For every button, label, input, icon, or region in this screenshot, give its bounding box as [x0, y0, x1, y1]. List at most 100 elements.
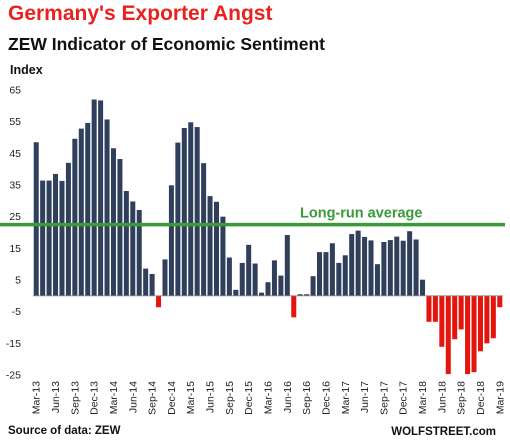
bar-oct-18	[465, 295, 471, 375]
x-tick-label-14: Sep-16	[301, 381, 313, 415]
bar-dec-17	[400, 240, 406, 296]
bar-aug-15	[220, 216, 226, 296]
bar-nov-18	[471, 295, 477, 373]
y-tick-label-7: -5	[12, 306, 21, 318]
y-tick-label-2: 45	[9, 148, 21, 160]
x-tick-label-9: Jun-15	[205, 381, 217, 413]
bar-jul-15	[213, 201, 219, 296]
bar-oct-13	[78, 128, 84, 296]
y-tick-label-0: 65	[9, 85, 21, 97]
bar-mar-13	[33, 142, 39, 296]
bar-jan-16	[252, 263, 258, 296]
bar-may-15	[201, 163, 207, 296]
bar-oct-16	[310, 276, 316, 296]
y-tick-label-1: 55	[9, 116, 21, 128]
bar-may-18	[432, 295, 438, 322]
bar-feb-17	[336, 262, 342, 296]
x-tick-label-13: Jun-16	[282, 381, 294, 413]
bar-mar-18	[420, 279, 426, 296]
bar-feb-14	[104, 119, 110, 296]
bar-apr-16	[271, 260, 277, 296]
bar-oct-17	[387, 240, 393, 296]
bar-jun-15	[207, 196, 213, 296]
bar-nov-15	[239, 262, 245, 296]
x-tick-label-24: Mar-19	[494, 381, 506, 414]
bar-mar-14	[110, 148, 116, 296]
bar-jun-17	[362, 236, 368, 296]
x-tick-label-22: Sep-18	[456, 381, 468, 415]
bar-feb-18	[413, 239, 419, 296]
x-tick-label-10: Sep-15	[224, 381, 236, 415]
bar-jun-18	[439, 295, 445, 347]
bar-may-14	[123, 191, 129, 296]
bar-aug-16	[297, 294, 303, 296]
x-tick-label-21: Jun-18	[436, 381, 448, 413]
bar-aug-18	[452, 295, 458, 340]
bar-feb-19	[490, 295, 496, 339]
bar-may-17	[355, 230, 361, 296]
bar-oct-14	[156, 295, 162, 308]
x-tick-label-3: Dec-13	[89, 381, 101, 415]
x-tick-label-19: Dec-17	[398, 381, 410, 415]
x-tick-label-0: Mar-13	[31, 381, 43, 414]
bar-sep-18	[458, 295, 464, 330]
bar-jul-17	[368, 240, 374, 296]
bar-nov-16	[317, 252, 323, 296]
bar-mar-19	[497, 295, 503, 308]
y-axis-label: Index	[10, 63, 43, 77]
x-tick-label-17: Jun-17	[359, 381, 371, 413]
source-note: Source of data: ZEW	[8, 425, 121, 437]
bars	[33, 99, 503, 375]
x-tick-label-8: Mar-15	[185, 381, 197, 414]
bar-jan-19	[484, 295, 490, 344]
x-tick-label-16: Mar-17	[340, 381, 352, 414]
bar-sep-17	[381, 242, 387, 296]
chart-subtitle: ZEW Indicator of Economic Sentiment	[8, 34, 325, 54]
bar-aug-13	[65, 162, 71, 296]
x-tick-label-12: Mar-16	[263, 381, 275, 414]
bar-jan-14	[98, 100, 104, 296]
long-run-average-label: Long-run average	[300, 206, 422, 222]
bar-mar-17	[342, 255, 348, 296]
bar-apr-15	[194, 127, 200, 296]
bar-nov-13	[85, 122, 91, 296]
y-tick-label-5: 15	[9, 243, 21, 255]
bar-dec-16	[323, 252, 329, 296]
bar-jan-18	[407, 231, 413, 296]
bar-oct-15	[233, 289, 239, 296]
bar-jul-14	[136, 210, 142, 296]
bar-may-13	[46, 180, 52, 296]
x-tick-labels: Mar-13 Jun-13 Sep-13 Dec-13 Mar-14 Jun-14 Sep-…	[31, 381, 507, 415]
y-tick-labels: 65 55 45 35 25 15 5 -5 -15 -25	[6, 85, 21, 382]
bar-jul-13	[59, 180, 65, 296]
bar-jun-13	[53, 173, 59, 296]
bar-jul-16	[291, 295, 297, 318]
chart-title: Germany's Exporter Angst	[8, 2, 273, 25]
bar-apr-14	[117, 159, 123, 296]
bar-sep-15	[226, 257, 232, 296]
bar-jan-17	[329, 243, 335, 296]
x-tick-label-1: Jun-13	[50, 381, 62, 413]
x-tick-label-11: Dec-15	[243, 381, 255, 415]
x-tick-label-18: Sep-17	[378, 381, 390, 415]
x-tick-label-4: Mar-14	[108, 381, 120, 414]
bar-dec-14	[168, 185, 174, 296]
bar-jun-16	[284, 235, 290, 296]
bar-dec-18	[477, 295, 483, 352]
bar-nov-17	[394, 236, 400, 296]
x-tick-label-20: Mar-18	[417, 381, 429, 414]
bar-sep-14	[149, 273, 155, 296]
bar-jan-15	[175, 142, 181, 296]
bar-dec-13	[91, 99, 97, 296]
bar-mar-16	[265, 282, 271, 296]
x-tick-label-23: Dec-18	[475, 381, 487, 415]
bar-apr-17	[349, 234, 355, 296]
credit-note: WOLFSTREET.com	[391, 426, 496, 438]
y-tick-label-3: 35	[9, 180, 21, 192]
x-tick-label-7: Dec-14	[166, 381, 178, 415]
bar-apr-13	[40, 180, 46, 296]
y-tick-label-6: 5	[15, 275, 21, 287]
y-tick-label-4: 25	[9, 211, 21, 223]
bar-aug-17	[374, 264, 380, 296]
